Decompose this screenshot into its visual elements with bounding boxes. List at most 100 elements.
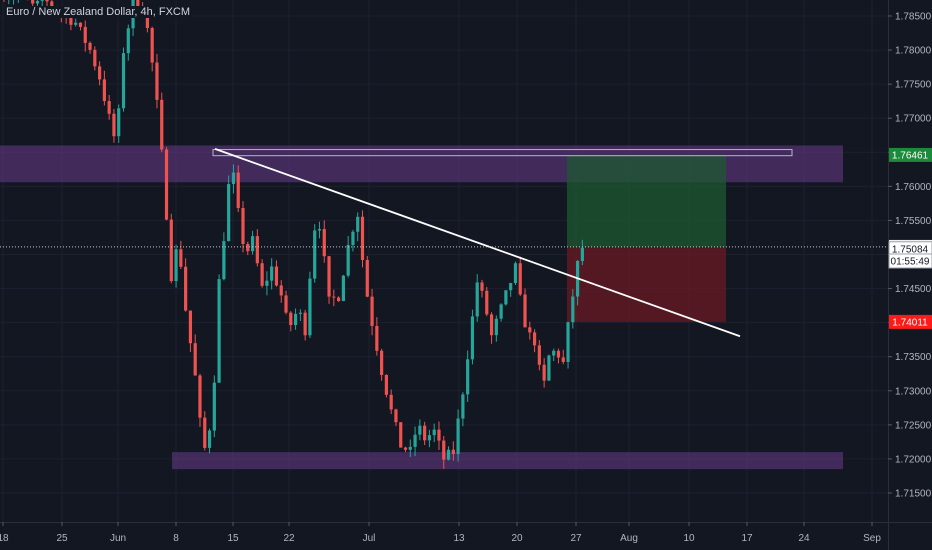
zone-demand	[172, 452, 843, 470]
candle-body	[542, 364, 546, 381]
candle-body	[260, 263, 264, 286]
candle-body	[174, 249, 178, 282]
trendline[interactable]	[214, 148, 741, 338]
y-tick-label: 1.77000	[895, 114, 932, 125]
target-tag	[889, 147, 932, 162]
countdown-tag-label: 01:55:49	[891, 256, 930, 267]
candle-body	[222, 241, 226, 280]
x-tick-label: 25	[56, 533, 68, 544]
candle-body	[470, 316, 475, 360]
candle-body	[50, 1, 54, 8]
candle-body	[308, 278, 312, 336]
candle-body	[40, 0, 44, 1]
candle-body	[337, 297, 341, 302]
x-tick-label: 10	[683, 533, 695, 544]
candle-body	[518, 263, 522, 295]
candle-body	[442, 440, 446, 460]
symbol-title: Euro / New Zealand Dollar, 4h, FXCM	[4, 6, 193, 18]
candle-body	[241, 208, 245, 244]
candle-body	[461, 394, 465, 419]
close-tag-label: 1.75084	[892, 244, 929, 255]
candle-body	[571, 296, 575, 323]
candle-body	[566, 322, 570, 362]
candle-body	[485, 290, 489, 315]
x-tick-label: 24	[798, 533, 810, 544]
time-axis[interactable]: 18 25 Jun 8 15 22 Jul 13 20 27 Aug 10 17 24 Sep	[0, 522, 881, 544]
candle-body	[203, 417, 207, 448]
candle-body	[380, 350, 384, 375]
y-tick-label: 1.73000	[895, 386, 932, 397]
candle-body	[88, 42, 92, 50]
candle-body	[547, 355, 551, 381]
candle-body	[432, 429, 436, 436]
candle-body	[351, 231, 355, 246]
candle-body	[145, 15, 149, 29]
candle-body	[399, 422, 403, 448]
candle-body	[78, 22, 83, 27]
candle-body	[212, 382, 216, 431]
candle-body	[35, 0, 40, 4]
position-target-zone	[567, 154, 726, 247]
candle-body	[317, 229, 322, 231]
candle-body	[480, 282, 484, 291]
y-tick-label: 1.72000	[895, 454, 932, 465]
candle-body	[322, 229, 326, 257]
candle-body	[179, 249, 183, 267]
candle-body	[413, 434, 417, 447]
position-layer	[567, 154, 726, 322]
candles-layer	[3, 0, 584, 469]
candle-body	[107, 101, 111, 114]
x-tick-label: Jun	[110, 533, 126, 544]
candle-body	[121, 53, 126, 109]
candle-body	[346, 245, 350, 276]
candle-body	[446, 449, 451, 460]
candle-body	[403, 447, 408, 450]
x-tick-label: 17	[741, 533, 753, 544]
candle-body	[198, 375, 202, 418]
candle-body	[504, 290, 508, 305]
candle-body	[265, 280, 269, 286]
candle-body	[102, 79, 106, 102]
candle-body	[423, 425, 427, 441]
candle-body	[509, 283, 513, 291]
candle-body	[169, 219, 173, 282]
candle-body	[341, 275, 345, 302]
candle-body	[356, 216, 360, 232]
candle-body	[375, 325, 379, 351]
candle-body	[489, 314, 494, 336]
x-tick-label: 15	[227, 533, 239, 544]
x-tick-label: 20	[511, 533, 523, 544]
candle-body	[451, 449, 455, 455]
x-tick-label: 27	[570, 533, 582, 544]
x-tick-label: Sep	[863, 533, 881, 544]
candle-body	[193, 343, 197, 376]
candle-body	[418, 425, 422, 435]
candle-body	[580, 247, 584, 261]
x-tick-label: 13	[453, 533, 465, 544]
countdown-tag	[888, 253, 932, 269]
candle-body	[207, 430, 212, 448]
candle-body	[466, 359, 470, 395]
x-tick-label: 18	[0, 533, 9, 544]
candle-body	[184, 266, 188, 311]
candle-body	[217, 279, 221, 383]
candle-body	[360, 216, 365, 260]
candle-body	[303, 312, 307, 336]
candle-body	[136, 0, 140, 12]
y-tick-label: 1.72500	[895, 420, 932, 431]
marker-rectangle[interactable]	[212, 149, 793, 157]
y-tick-label: 1.75500	[895, 216, 932, 227]
candle-body	[270, 266, 274, 281]
x-tick-label: Jul	[363, 533, 376, 544]
candle-body	[537, 345, 541, 365]
candle-body	[250, 236, 255, 252]
candle-body	[126, 28, 130, 54]
candle-body	[437, 429, 441, 441]
x-tick-label: 22	[283, 533, 295, 544]
target-tag-label: 1.76461	[892, 150, 929, 161]
candle-body	[255, 236, 259, 264]
candle-body	[552, 350, 556, 356]
y-tick-label: 1.76000	[895, 182, 932, 193]
